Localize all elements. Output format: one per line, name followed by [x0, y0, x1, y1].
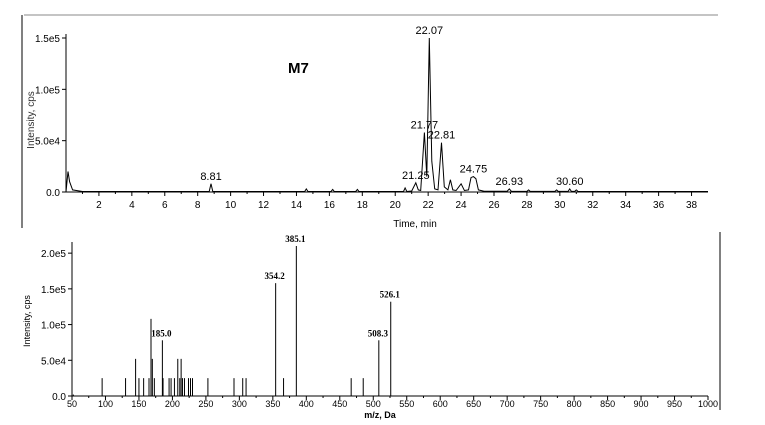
y-tick-label: 5.0e4	[35, 137, 60, 148]
x-tick-label: 38	[686, 200, 698, 211]
peak-label: 385.1	[285, 234, 306, 244]
x-tick-label: 900	[634, 399, 649, 409]
x-tick-label: 450	[332, 399, 347, 409]
peak-label: 24.75	[460, 164, 488, 176]
x-tick-label: 150	[131, 399, 146, 409]
y-tick-label: 1.5e5	[35, 34, 60, 45]
x-tick-label: 16	[324, 200, 336, 211]
x-tick-label: 350	[265, 399, 280, 409]
y-tick-label: 0.0	[46, 188, 60, 199]
x-axis-title: Time, min	[393, 219, 437, 230]
x-tick-label: 18	[357, 200, 369, 211]
y-tick-label: 1.5e5	[41, 285, 66, 296]
x-tick-label: 800	[567, 399, 582, 409]
x-tick-label: 250	[198, 399, 213, 409]
x-tick-label: 20	[390, 200, 402, 211]
y-axis-title: Intensity, cps	[26, 91, 37, 149]
x-tick-label: 32	[587, 200, 599, 211]
peak-label: 21.25	[402, 170, 430, 182]
x-tick-label: 50	[67, 399, 77, 409]
x-tick-label: 950	[667, 399, 682, 409]
x-tick-label: 1000	[698, 399, 718, 409]
x-tick-label: 500	[366, 399, 381, 409]
peak-label: 185.0	[151, 328, 172, 338]
y-tick-label: 1.0e5	[35, 85, 60, 96]
x-tick-label: 550	[399, 399, 414, 409]
x-tick-label: 400	[299, 399, 314, 409]
x-tick-label: 850	[600, 399, 615, 409]
x-tick-label: 10	[225, 200, 237, 211]
x-tick-label: 2	[96, 200, 102, 211]
compound-label: M7	[288, 60, 309, 77]
peak-label: 22.07	[416, 25, 444, 37]
x-tick-label: 700	[500, 399, 515, 409]
x-tick-label: 36	[653, 200, 665, 211]
x-tick-label: 26	[488, 200, 500, 211]
x-axis-title: m/z, Da	[364, 410, 397, 420]
x-tick-label: 12	[258, 200, 270, 211]
x-tick-label: 100	[98, 399, 113, 409]
y-tick-label: 5.0e4	[41, 356, 66, 367]
peak-label: 21.77	[411, 119, 439, 131]
y-tick-label: 0.0	[52, 392, 66, 403]
x-tick-label: 28	[521, 200, 533, 211]
y-tick-label: 1.0e5	[41, 321, 66, 332]
x-tick-label: 14	[291, 200, 303, 211]
peak-label: 30.60	[556, 176, 584, 188]
peak-label: 8.81	[200, 171, 221, 183]
x-tick-label: 30	[554, 200, 566, 211]
x-tick-label: 6	[162, 200, 168, 211]
peak-label: 22.81	[428, 130, 456, 142]
ms-spectrum-chart: 0.0 5.0e4 1.0e5 1.5e5 2.0e5 50 100 150 200 250 300…	[22, 234, 718, 420]
x-tick-label: 650	[466, 399, 481, 409]
x-tick-label: 8	[195, 200, 201, 211]
x-tick-label: 750	[533, 399, 548, 409]
x-tick-label: 24	[456, 200, 468, 211]
x-tick-label: 600	[433, 399, 448, 409]
y-axis-title: Intensity, cps	[22, 295, 32, 347]
y-tick-label: 2.0e5	[41, 249, 66, 260]
x-tick-label: 200	[165, 399, 180, 409]
x-tick-label: 34	[620, 200, 632, 211]
chromatogram-trace	[65, 37, 708, 193]
peak-label: 508.3	[368, 328, 389, 338]
x-tick-label: 22	[423, 200, 435, 211]
peak-label: 26.93	[496, 176, 524, 188]
peak-label: 354.2	[265, 271, 286, 281]
x-tick-label: 4	[129, 200, 135, 211]
x-tick-label: 300	[232, 399, 247, 409]
peak-label: 526.1	[380, 290, 401, 300]
